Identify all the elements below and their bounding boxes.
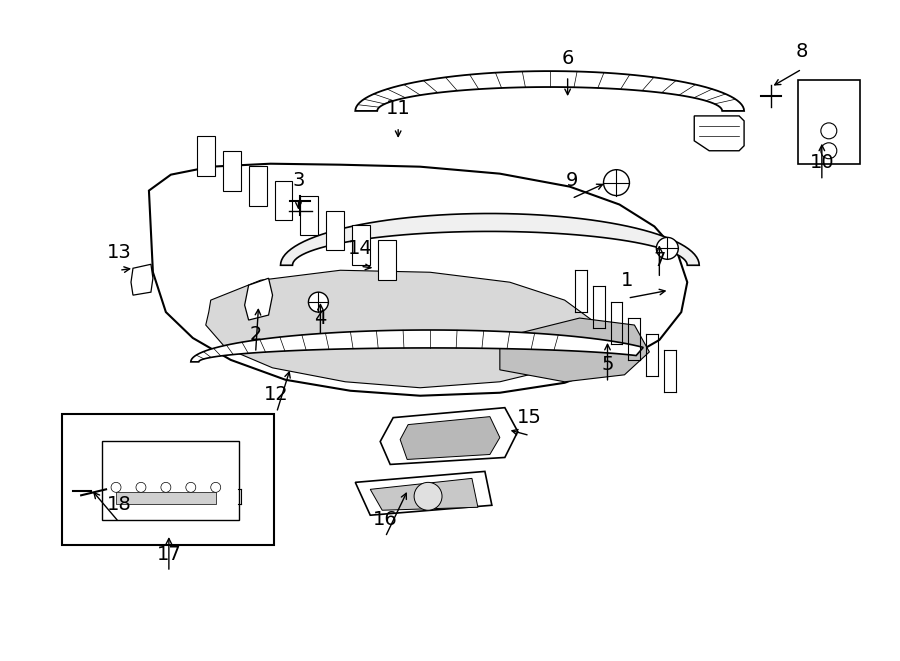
Bar <box>378 241 396 280</box>
FancyBboxPatch shape <box>102 440 238 520</box>
Text: 3: 3 <box>292 171 305 190</box>
Polygon shape <box>400 416 500 459</box>
Text: 16: 16 <box>373 510 398 529</box>
Polygon shape <box>370 479 478 510</box>
Bar <box>327 210 345 251</box>
FancyBboxPatch shape <box>62 414 274 545</box>
Text: 6: 6 <box>562 49 574 67</box>
Circle shape <box>161 483 171 492</box>
Text: 2: 2 <box>249 325 262 344</box>
FancyBboxPatch shape <box>798 80 859 164</box>
Text: 17: 17 <box>157 545 181 564</box>
Circle shape <box>211 483 220 492</box>
Text: 4: 4 <box>314 309 327 328</box>
Polygon shape <box>356 471 492 515</box>
Text: 10: 10 <box>809 153 834 173</box>
Text: 13: 13 <box>106 243 131 262</box>
Polygon shape <box>206 270 595 388</box>
Text: 1: 1 <box>621 271 634 290</box>
Bar <box>274 180 292 221</box>
Text: 8: 8 <box>796 42 808 61</box>
Circle shape <box>821 123 837 139</box>
Text: 14: 14 <box>348 239 373 258</box>
Bar <box>197 136 215 176</box>
Circle shape <box>111 483 121 492</box>
Circle shape <box>656 237 679 259</box>
Circle shape <box>604 170 629 196</box>
Text: 12: 12 <box>265 385 289 405</box>
Bar <box>352 225 370 265</box>
Text: 18: 18 <box>106 495 131 514</box>
Bar <box>222 151 240 190</box>
Text: 5: 5 <box>601 356 614 374</box>
Polygon shape <box>245 278 273 320</box>
Bar <box>248 166 266 206</box>
Circle shape <box>414 483 442 510</box>
Polygon shape <box>191 330 644 362</box>
Polygon shape <box>131 264 153 295</box>
Text: 9: 9 <box>565 171 578 190</box>
Text: 11: 11 <box>386 99 410 118</box>
Polygon shape <box>281 214 699 265</box>
Circle shape <box>821 143 837 159</box>
Polygon shape <box>148 164 688 396</box>
Bar <box>116 492 216 504</box>
Bar <box>301 196 319 235</box>
Circle shape <box>185 483 196 492</box>
Circle shape <box>309 292 328 312</box>
Polygon shape <box>694 116 744 151</box>
Circle shape <box>136 483 146 492</box>
Text: 7: 7 <box>653 251 665 270</box>
Polygon shape <box>356 71 744 111</box>
Polygon shape <box>500 318 650 382</box>
Text: 15: 15 <box>518 408 542 427</box>
Polygon shape <box>380 408 518 465</box>
